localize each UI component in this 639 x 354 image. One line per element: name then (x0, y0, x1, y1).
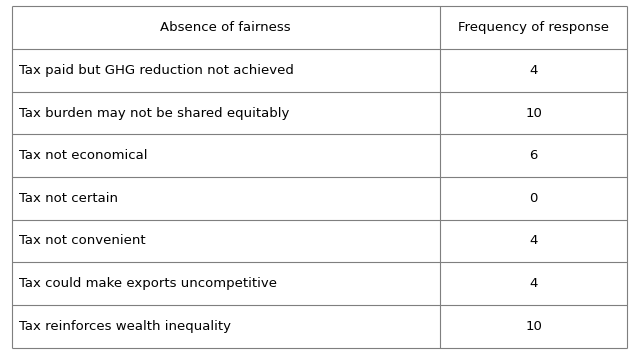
Text: Absence of fairness: Absence of fairness (160, 21, 291, 34)
Text: Tax not economical: Tax not economical (19, 149, 148, 162)
Text: 10: 10 (525, 107, 542, 120)
Text: Tax not convenient: Tax not convenient (19, 234, 146, 247)
Text: 10: 10 (525, 320, 542, 333)
Text: Tax could make exports uncompetitive: Tax could make exports uncompetitive (19, 277, 277, 290)
Text: 4: 4 (529, 64, 538, 77)
Text: 4: 4 (529, 277, 538, 290)
Text: 4: 4 (529, 234, 538, 247)
Text: Tax reinforces wealth inequality: Tax reinforces wealth inequality (19, 320, 231, 333)
Text: 6: 6 (529, 149, 538, 162)
Text: Tax burden may not be shared equitably: Tax burden may not be shared equitably (19, 107, 289, 120)
Text: Frequency of response: Frequency of response (458, 21, 609, 34)
Text: 0: 0 (529, 192, 538, 205)
Text: Tax paid but GHG reduction not achieved: Tax paid but GHG reduction not achieved (19, 64, 294, 77)
Text: Tax not certain: Tax not certain (19, 192, 118, 205)
